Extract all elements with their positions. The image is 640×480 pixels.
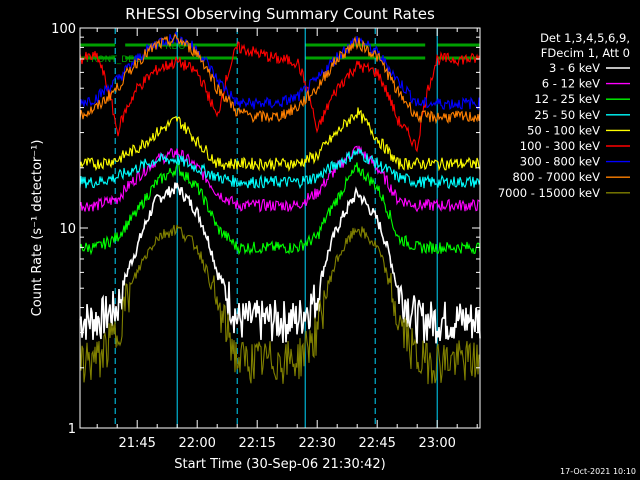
legend-header-line-1: Det 1,3,4,5,6,9, bbox=[540, 31, 630, 45]
series-line bbox=[79, 224, 481, 385]
y-axis-label: Count Rate (s⁻¹ detector⁻¹) bbox=[30, 140, 45, 317]
legend-header-line-2: FDecim 1, Att 0 bbox=[541, 46, 630, 60]
segment-break-lines bbox=[114, 28, 438, 428]
legend-label: 6 - 12 keV bbox=[542, 77, 600, 91]
series-line bbox=[79, 107, 481, 172]
legend-label: 3 - 6 keV bbox=[549, 61, 600, 75]
series-group bbox=[79, 31, 481, 385]
legend-label: 7000 - 15000 keV bbox=[498, 186, 600, 200]
legend-label: 800 - 7000 keV bbox=[512, 170, 600, 184]
flag-label: RDO bbox=[165, 42, 185, 52]
x-tick-label: 23:00 bbox=[418, 436, 455, 451]
x-tick-label: 22:00 bbox=[178, 436, 215, 451]
legend-label: 25 - 50 keV bbox=[534, 108, 600, 122]
y-tick-label: 10 bbox=[59, 222, 76, 237]
series-line bbox=[79, 33, 481, 125]
x-axis-ticks: 21:45 22:00 22:15 22:30 22:45 23:00 bbox=[96, 28, 478, 451]
legend-label: 12 - 25 keV bbox=[534, 92, 600, 106]
series-line bbox=[79, 31, 481, 111]
legend: Det 1,3,4,5,6,9, FDecim 1, Att 0 3 - 6 k… bbox=[498, 31, 630, 200]
series-line bbox=[79, 182, 481, 344]
x-axis-label: Start Time (30-Sep-06 21:30:42) bbox=[174, 457, 385, 472]
x-tick-label: 21:45 bbox=[118, 436, 155, 451]
series-line bbox=[79, 162, 481, 256]
x-tick-label: 22:15 bbox=[238, 436, 275, 451]
y-axis-ticks: 1 10 100 bbox=[51, 22, 480, 437]
y-tick-label: 100 bbox=[51, 22, 76, 37]
series-line bbox=[79, 41, 481, 153]
x-tick-label: 22:30 bbox=[298, 436, 335, 451]
legend-label: 100 - 300 keV bbox=[520, 139, 600, 153]
chart-title: RHESSI Observing Summary Count Rates bbox=[125, 5, 435, 23]
series-line bbox=[79, 145, 481, 213]
legend-label: 50 - 100 keV bbox=[527, 123, 600, 137]
x-tick-label: 22:45 bbox=[358, 436, 395, 451]
footer-date: 17-Oct-2021 10:10 bbox=[560, 467, 636, 476]
legend-label: 300 - 800 keV bbox=[520, 155, 600, 169]
series-line bbox=[79, 148, 481, 190]
y-tick-label: 1 bbox=[68, 422, 76, 437]
flag-label: FRONT_DEC bbox=[86, 55, 140, 65]
